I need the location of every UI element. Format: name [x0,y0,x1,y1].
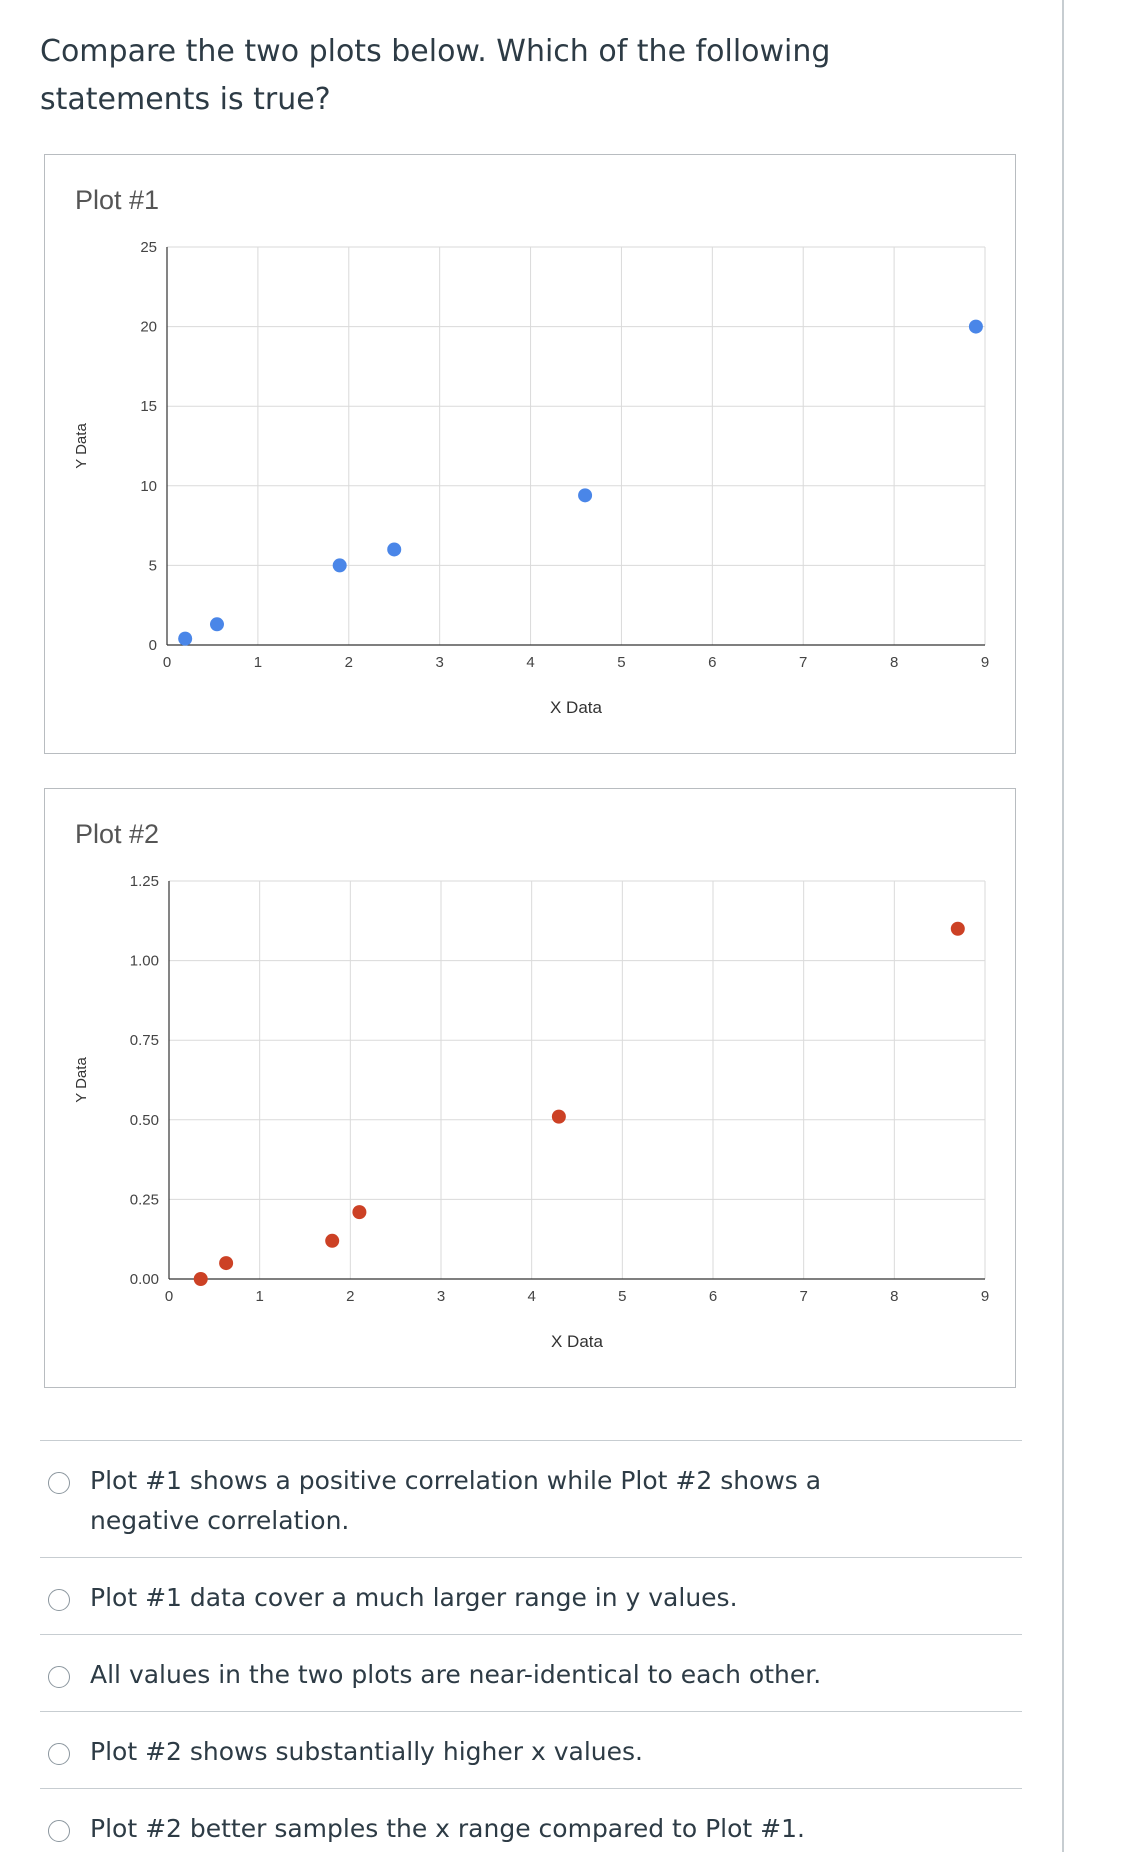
x-tick-label: 9 [981,1288,989,1305]
answer-label-2: Plot #1 data cover a much larger range i… [90,1583,738,1612]
x-tick-label: 7 [799,654,807,671]
radio-button-4[interactable] [48,1743,70,1765]
y-tick-label: 0.75 [130,1032,159,1049]
y-tick-label: 0 [149,637,157,654]
answer-option-4[interactable]: Plot #2 shows substantially higher x val… [40,1711,1022,1788]
x-tick-label: 0 [163,654,171,671]
answer-option-1[interactable]: Plot #1 shows a positive correlation whi… [40,1440,1022,1557]
answer-option-2[interactable]: Plot #1 data cover a much larger range i… [40,1557,1022,1634]
answer-label-1: Plot #1 shows a positive correlation whi… [90,1466,822,1535]
x-tick-label: 8 [890,1288,898,1305]
radio-button-3[interactable] [48,1666,70,1688]
y-tick-label: 5 [149,557,157,574]
y-tick-label: 0.25 [130,1191,159,1208]
x-axis-title: X Data [550,698,603,717]
data-point [193,1272,208,1286]
x-tick-label: 5 [618,1288,626,1305]
x-tick-label: 1 [254,654,262,671]
chart-title: Plot #1 [75,185,159,215]
data-point [352,1205,367,1220]
data-point [209,617,224,632]
x-tick-label: 4 [526,654,534,671]
y-tick-label: 0.00 [130,1271,159,1288]
answer-option-5[interactable]: Plot #2 better samples the x range compa… [40,1788,1022,1865]
answer-option-3[interactable]: All values in the two plots are near-ide… [40,1634,1022,1711]
x-tick-label: 8 [890,654,898,671]
chart-title: Plot #2 [75,819,159,849]
radio-button-5[interactable] [48,1820,70,1842]
y-tick-label: 0.50 [130,1112,159,1129]
x-tick-label: 2 [345,654,353,671]
data-point [219,1256,234,1271]
data-point [578,488,593,503]
y-axis-title: Y Data [73,423,90,469]
answer-list: Plot #1 shows a positive correlation whi… [40,1440,1022,1865]
answer-label-4: Plot #2 shows substantially higher x val… [90,1737,643,1766]
y-tick-label: 10 [140,478,157,495]
radio-button-2[interactable] [48,1589,70,1611]
right-divider [1062,0,1064,1852]
y-tick-label: 20 [140,319,157,336]
answer-label-3: All values in the two plots are near-ide… [90,1660,822,1689]
answer-label-5: Plot #2 better samples the x range compa… [90,1814,805,1843]
x-tick-label: 1 [255,1288,263,1305]
y-tick-label: 1.25 [130,873,159,890]
y-tick-label: 1.00 [130,953,159,970]
x-tick-label: 2 [346,1288,354,1305]
x-tick-label: 0 [165,1288,173,1305]
y-tick-label: 15 [140,398,157,415]
data-point [178,631,193,646]
data-point [950,921,965,936]
data-point [325,1233,340,1248]
data-point [551,1109,566,1124]
data-point [968,319,983,334]
data-point [387,542,402,557]
x-tick-label: 9 [981,654,989,671]
x-tick-label: 6 [709,1288,717,1305]
x-tick-label: 5 [617,654,625,671]
x-tick-label: 7 [799,1288,807,1305]
x-tick-label: 3 [437,1288,445,1305]
plot-1-chart: 0 1 2 3 4 5 6 7 8 9 0 5 10 15 20 25 Plot #1 X Data Y Data [73,185,989,717]
y-tick-label: 25 [140,239,157,256]
y-axis-title: Y Data [73,1057,90,1103]
plot-2-card: 0 1 2 3 4 5 6 7 8 9 0.00 0.25 0.50 0.75 1.00 1.25 Plot #… [44,788,1016,1388]
data-point [332,558,347,573]
x-tick-label: 6 [708,654,716,671]
question-text: Compare the two plots below. Which of th… [40,34,831,117]
x-tick-label: 4 [527,1288,535,1305]
x-tick-label: 3 [435,654,443,671]
plot-1-card: 0 1 2 3 4 5 6 7 8 9 0 5 10 15 20 25 Plot #1 X Data Y Data [44,154,1016,754]
x-axis-title: X Data [551,1332,604,1351]
plot-2-chart: 0 1 2 3 4 5 6 7 8 9 0.00 0.25 0.50 0.75 1.00 1.25 Plot #… [73,819,989,1351]
radio-button-1[interactable] [48,1472,70,1494]
